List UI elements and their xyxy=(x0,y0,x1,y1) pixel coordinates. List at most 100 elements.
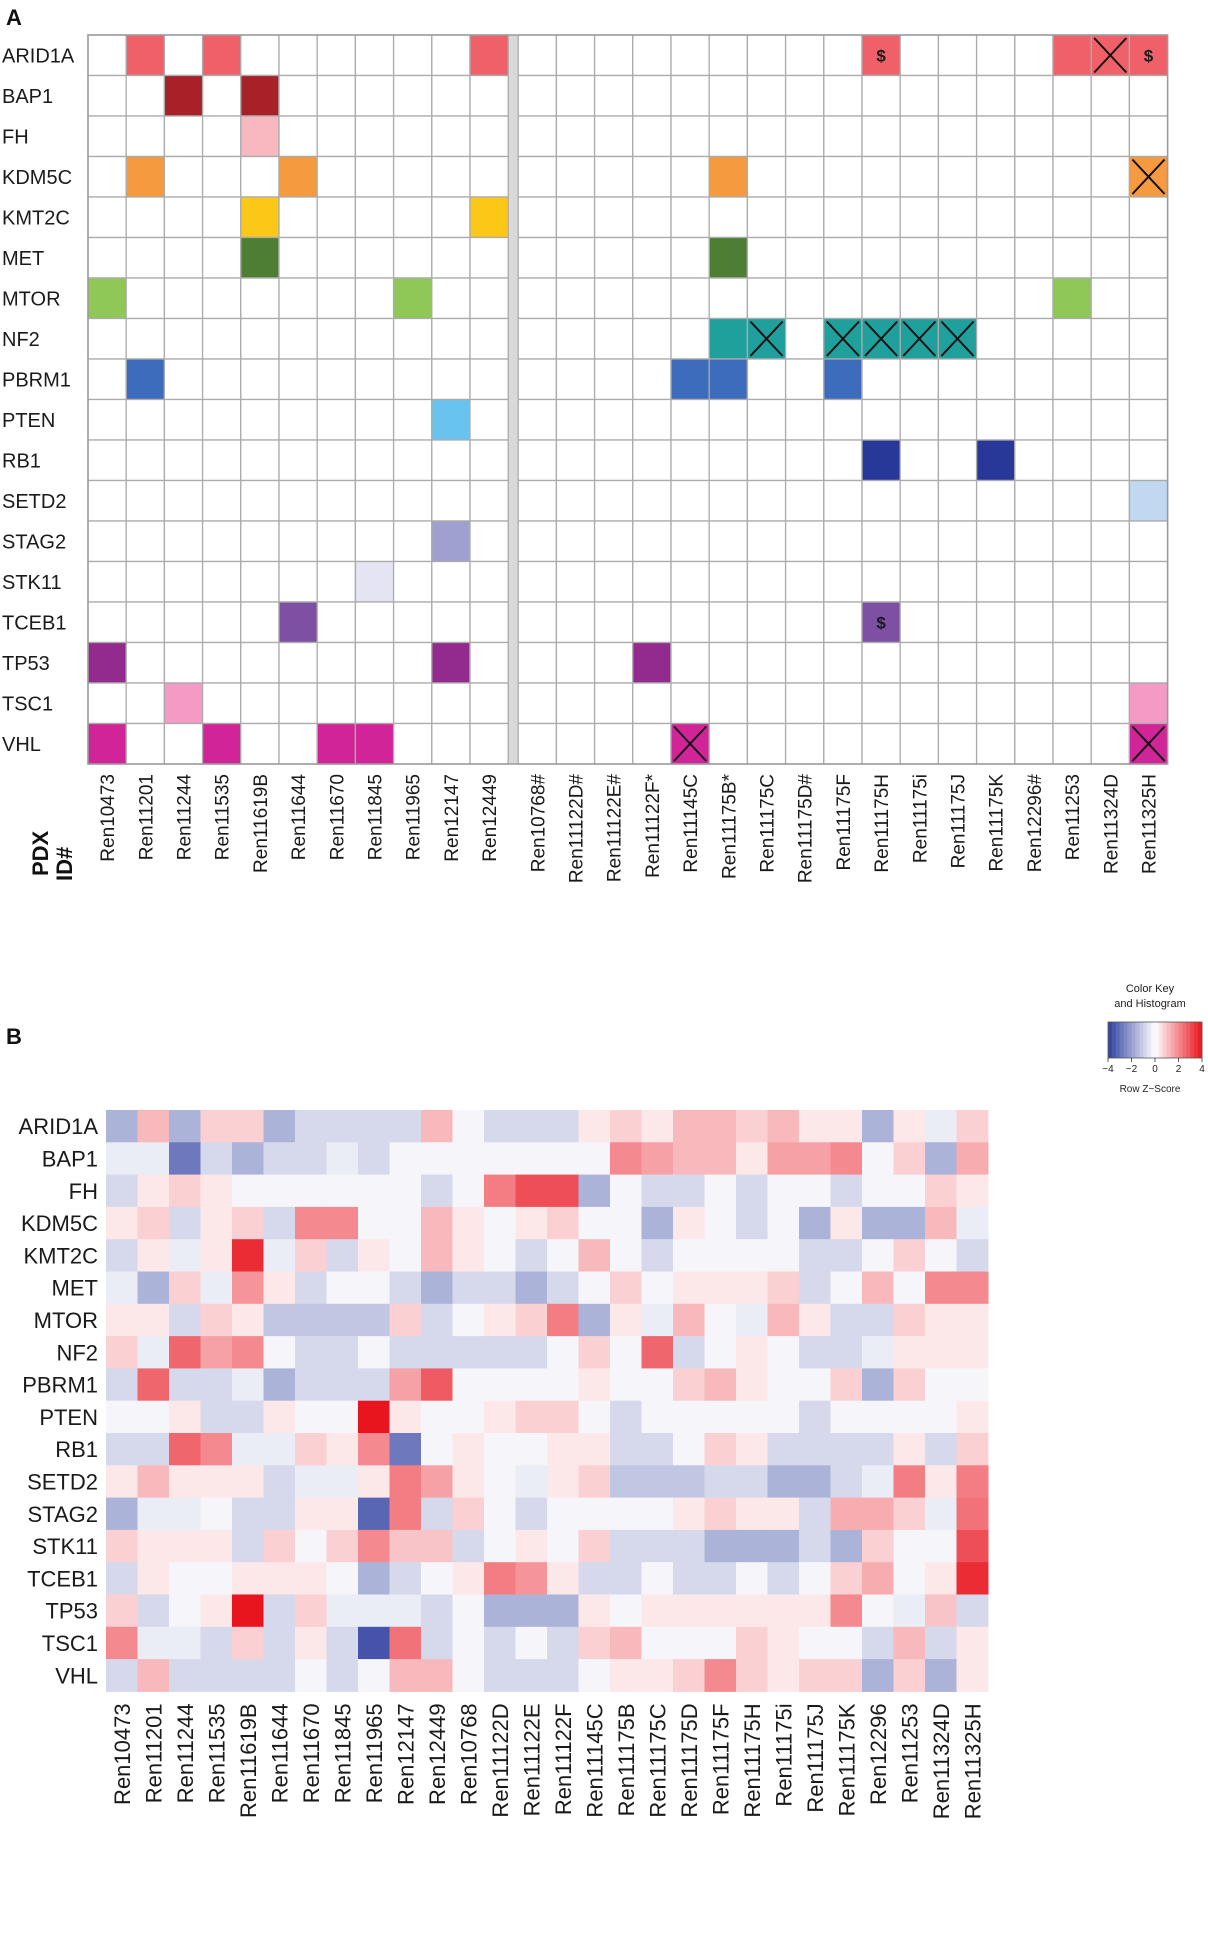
empty-cell xyxy=(278,479,318,522)
empty-cell xyxy=(632,439,672,482)
heatmap-cell xyxy=(421,1562,453,1595)
sample-label: Ren11325H xyxy=(1140,774,1161,874)
empty-cell xyxy=(784,398,825,441)
empty-cell xyxy=(746,439,787,482)
gene-label: TCEB1 xyxy=(2,612,66,634)
heatmap-cell xyxy=(358,1206,390,1240)
empty-cell xyxy=(708,439,749,482)
heatmap-cell xyxy=(389,1174,422,1208)
heatmap-cell xyxy=(326,1562,359,1595)
heatmap-cell xyxy=(484,1110,516,1143)
empty-cell xyxy=(708,34,749,77)
empty-cell xyxy=(316,196,357,239)
empty-cell xyxy=(316,439,357,482)
empty-cell xyxy=(975,601,1016,644)
empty-cell xyxy=(746,560,787,603)
heatmap-cell xyxy=(484,1465,516,1499)
heatmap-cell xyxy=(799,1626,831,1660)
heatmap-cell xyxy=(862,1271,894,1305)
sample-label: Ren11244 xyxy=(175,774,196,861)
color-key-swatch xyxy=(1170,1022,1175,1058)
heatmap-gene-label: SETD2 xyxy=(27,1469,98,1494)
empty-cell xyxy=(431,155,471,198)
heatmap-cell xyxy=(263,1174,296,1208)
heatmap-cell xyxy=(326,1465,359,1499)
heatmap-cell xyxy=(137,1336,170,1369)
heatmap-cell xyxy=(452,1562,485,1595)
empty-cell xyxy=(823,479,863,522)
mutation-cell xyxy=(201,34,242,77)
empty-cell xyxy=(975,479,1016,522)
empty-cell xyxy=(316,34,357,77)
empty-cell xyxy=(354,520,395,563)
empty-cell xyxy=(555,317,596,360)
heatmap-gene-label: STK11 xyxy=(32,1534,98,1559)
empty-cell xyxy=(823,398,863,441)
empty-cell xyxy=(899,641,940,684)
heatmap-cell xyxy=(547,1206,579,1240)
heatmap-cell xyxy=(106,1368,138,1402)
empty-cell xyxy=(517,34,558,77)
empty-cell xyxy=(278,520,318,563)
heatmap-cell xyxy=(200,1626,233,1660)
sample-label: Ren11175J xyxy=(949,774,970,868)
empty-cell xyxy=(1128,317,1169,360)
empty-cell xyxy=(163,520,204,563)
empty-cell xyxy=(593,358,634,401)
heatmap-cell xyxy=(295,1594,327,1628)
heatmap-cell xyxy=(358,1465,390,1499)
mutation-cell xyxy=(1052,34,1092,77)
empty-cell xyxy=(201,641,242,684)
sample-label: Ren10768# xyxy=(528,774,549,873)
empty-cell xyxy=(1128,115,1169,158)
heatmap-cell xyxy=(452,1659,485,1692)
heatmap-cell xyxy=(389,1465,422,1499)
sample-label: Ren11122E# xyxy=(605,774,626,883)
heatmap-cell xyxy=(893,1659,926,1692)
heatmap-cell xyxy=(925,1400,957,1434)
heatmap-cell xyxy=(515,1594,548,1628)
empty-cell xyxy=(593,236,634,279)
heatmap-cell xyxy=(925,1529,957,1563)
heatmap-cell xyxy=(295,1497,327,1531)
empty-cell xyxy=(278,398,318,441)
heatmap-cell xyxy=(232,1400,264,1434)
heatmap-cell xyxy=(862,1465,894,1499)
heatmap-cell xyxy=(799,1562,831,1595)
heatmap-cell xyxy=(641,1368,674,1402)
empty-cell xyxy=(1090,277,1131,320)
heatmap-cell xyxy=(956,1110,989,1143)
mutation-cell xyxy=(201,722,242,765)
mutation-cell xyxy=(708,358,749,401)
gene-label: FH xyxy=(2,126,29,148)
empty-cell xyxy=(555,641,596,684)
empty-cell xyxy=(201,439,242,482)
sample-label: Ren11175C xyxy=(758,774,779,873)
heatmap-cell xyxy=(925,1174,957,1208)
empty-cell xyxy=(125,277,166,320)
empty-cell xyxy=(1014,682,1054,725)
heatmap-cell xyxy=(484,1239,516,1272)
empty-cell xyxy=(784,155,825,198)
heatmap-cell xyxy=(799,1239,831,1272)
heatmap-cell xyxy=(515,1562,548,1595)
heatmap-cell xyxy=(956,1433,989,1466)
color-key-swatch xyxy=(1147,1022,1152,1058)
heatmap-cell xyxy=(421,1465,453,1499)
heatmap-cell xyxy=(893,1465,926,1499)
mutation-cell xyxy=(87,722,127,765)
heatmap-cell xyxy=(389,1368,422,1402)
empty-cell xyxy=(555,520,596,563)
empty-cell xyxy=(670,479,710,522)
empty-cell xyxy=(469,560,509,603)
empty-cell xyxy=(1052,682,1092,725)
empty-cell xyxy=(469,520,509,563)
empty-cell xyxy=(87,682,127,725)
sample-label: Ren11145C xyxy=(681,774,702,873)
heatmap-cell xyxy=(169,1239,201,1272)
heatmap-cell xyxy=(326,1400,359,1434)
empty-cell xyxy=(1052,560,1092,603)
heatmap-cell xyxy=(200,1594,233,1628)
empty-cell xyxy=(1090,601,1131,644)
empty-cell xyxy=(517,479,558,522)
